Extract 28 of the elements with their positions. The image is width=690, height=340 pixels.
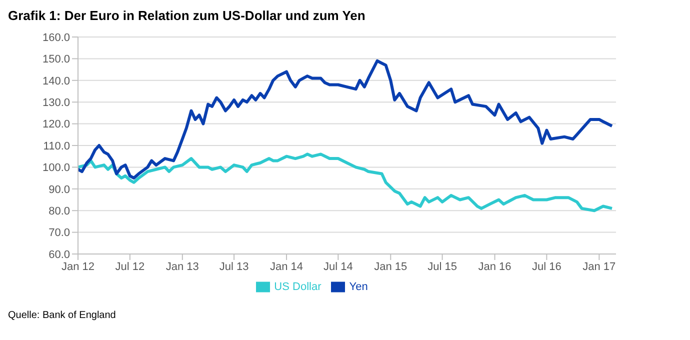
line-series bbox=[78, 152, 614, 212]
x-tick-label: Jan 12 bbox=[61, 260, 95, 273]
x-tick-label: Jul 14 bbox=[323, 260, 353, 273]
x-tick-label: Jan 13 bbox=[166, 260, 199, 273]
chart-title: Grafik 1: Der Euro in Relation zum US-Dollar und zum Yen bbox=[8, 8, 366, 23]
y-tick-label: 90.0 bbox=[48, 184, 70, 196]
y-tick-label: 110.0 bbox=[43, 140, 70, 152]
y-tick-label: 70.0 bbox=[48, 227, 70, 240]
y-tick-label: 140.0 bbox=[42, 75, 70, 88]
x-tick-label: Jan 15 bbox=[374, 260, 408, 273]
y-tick-label: 60.0 bbox=[48, 248, 70, 261]
y-tick-label: 100.0 bbox=[42, 162, 70, 174]
x-tick-label: Jul 16 bbox=[532, 260, 562, 273]
x-tick-label: Jul 13 bbox=[219, 260, 249, 273]
x-tick-label: Jul 15 bbox=[428, 260, 457, 273]
x-tick-label: Jan 16 bbox=[478, 260, 512, 273]
line-series bbox=[78, 59, 614, 180]
y-tick-label: 80.0 bbox=[48, 206, 70, 218]
y-tick-label: 150.0 bbox=[42, 54, 70, 66]
source-note: Quelle: Bank of England bbox=[8, 310, 117, 321]
x-tick-label: Jan 17 bbox=[582, 260, 616, 273]
legend-label: Yen bbox=[349, 280, 368, 293]
y-tick-label: 120.0 bbox=[42, 118, 70, 131]
x-tick-label: Jul 12 bbox=[115, 260, 145, 273]
x-tick-label: Jan 14 bbox=[270, 260, 304, 273]
y-tick-label: 130.0 bbox=[42, 97, 70, 110]
legend-label: US Dollar bbox=[274, 280, 322, 293]
y-tick-label: 160.0 bbox=[42, 32, 70, 44]
